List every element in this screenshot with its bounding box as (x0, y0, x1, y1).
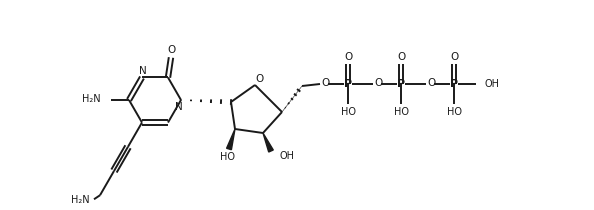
Text: H₂N: H₂N (83, 94, 101, 104)
Text: N: N (175, 102, 183, 112)
Text: HO: HO (447, 107, 462, 117)
Text: OH: OH (279, 151, 294, 161)
Polygon shape (226, 129, 235, 150)
Polygon shape (263, 133, 273, 152)
Text: P: P (344, 79, 352, 89)
Text: OH: OH (484, 79, 499, 89)
Text: H₂N: H₂N (71, 195, 90, 205)
Text: O: O (427, 78, 435, 88)
Text: O: O (255, 74, 263, 84)
Text: O: O (397, 52, 405, 62)
Text: O: O (374, 78, 382, 88)
Text: HO: HO (340, 107, 355, 117)
Text: O: O (167, 46, 175, 55)
Text: N: N (139, 67, 147, 76)
Text: P: P (450, 79, 458, 89)
Text: O: O (450, 52, 458, 62)
Text: O: O (344, 52, 352, 62)
Text: O: O (321, 78, 329, 88)
Text: P: P (397, 79, 405, 89)
Text: HO: HO (220, 152, 235, 162)
Text: HO: HO (393, 107, 409, 117)
